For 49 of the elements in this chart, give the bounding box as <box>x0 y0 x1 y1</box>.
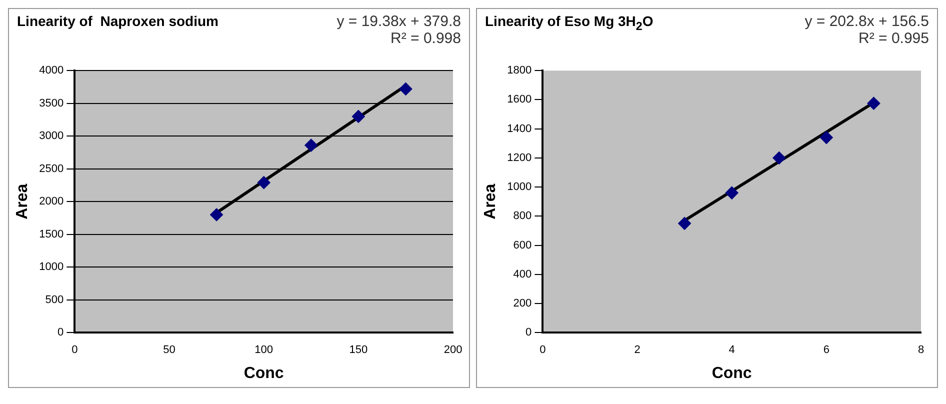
point <box>867 96 880 110</box>
y-tick-label: 3000 <box>39 130 64 142</box>
chart-title: Linearity of Naproxen sodium <box>17 13 218 31</box>
y-tick-label: 1800 <box>507 64 532 77</box>
point <box>772 151 786 164</box>
y-tick-label: 800 <box>513 210 532 222</box>
y-tick-label: 1000 <box>507 181 532 194</box>
x-axis-title: Conc <box>244 364 284 382</box>
y-tick-label: 0 <box>58 326 64 339</box>
y-tick-label: 1200 <box>507 152 532 164</box>
x-tick-label: 150 <box>349 344 368 356</box>
x-axis-title: Conc <box>712 364 752 382</box>
y-tick-label: 1000 <box>39 261 64 274</box>
text: R² = 0.995 <box>858 30 929 47</box>
y-tick-label: 500 <box>45 294 64 306</box>
y-tick-label: 600 <box>513 239 532 252</box>
point <box>304 138 318 152</box>
point <box>399 82 412 96</box>
y-tick-label: 400 <box>513 268 532 280</box>
x-tick-label: 8 <box>918 344 924 356</box>
point <box>210 208 224 222</box>
y-tick-label: 0 <box>526 326 532 339</box>
y-axis-title: Area <box>14 184 32 220</box>
y-tick-label: 1400 <box>507 122 532 135</box>
x-tick-label: 100 <box>254 344 274 356</box>
x-tick-label: 4 <box>728 344 735 356</box>
x-tick-label: 0 <box>72 344 78 356</box>
x-tick-label: 2 <box>634 344 640 356</box>
point <box>352 110 365 123</box>
point <box>257 176 270 190</box>
y-tick-label: 4000 <box>39 64 64 77</box>
text: y = 19.38x + 379.8 <box>336 13 461 30</box>
y-axis-title: Area <box>482 184 500 220</box>
x-tick-label: 6 <box>823 344 830 356</box>
y-tick-label: 2500 <box>39 162 64 175</box>
text: y = 202.8x + 156.5 <box>804 13 929 30</box>
point <box>678 216 692 230</box>
y-tick-label: 200 <box>513 298 532 310</box>
y-tick-label: 1500 <box>39 228 64 240</box>
y-tick-label: 3500 <box>39 97 64 110</box>
text: R² = 0.998 <box>390 30 461 47</box>
x-tick-label: 0 <box>540 344 546 356</box>
x-tick-label: 50 <box>163 344 176 356</box>
y-tick-label: 2000 <box>39 196 64 208</box>
point <box>725 186 738 200</box>
chart-title: Linearity of Eso Mg 3H$_{2}$O <box>485 13 654 35</box>
y-tick-label: 1600 <box>507 94 532 106</box>
x-tick-label: 200 <box>444 344 462 356</box>
point <box>820 131 833 144</box>
